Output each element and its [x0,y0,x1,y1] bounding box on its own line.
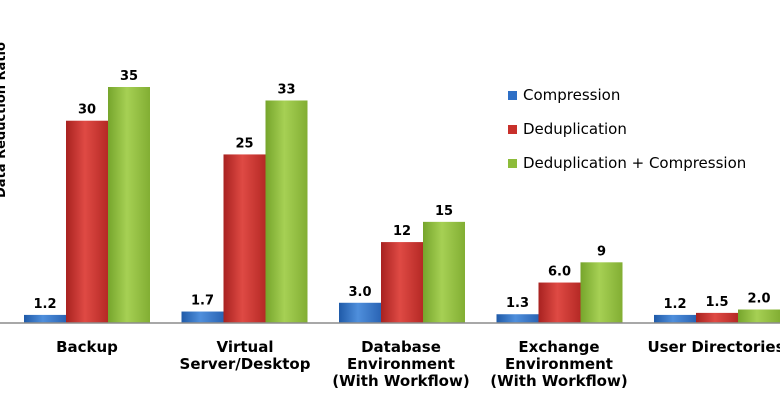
bar-compression [496,314,539,323]
value-label: 1.2 [33,297,56,312]
bar-deduplication [223,154,266,323]
legend-item-dedup-compression: Deduplication + Compression [508,146,746,180]
bar-compression [24,314,66,323]
value-label: 3.0 [348,285,371,300]
bar-deduplication [381,242,423,323]
bar-deduplication [696,312,738,323]
bar-deduplication [538,282,581,323]
bar-dedup-compression [108,87,150,323]
legend-item-compression: Compression [508,78,746,112]
legend-swatch-dedup-compression [508,158,517,168]
value-label: 30 [78,103,96,118]
value-label: 1.7 [191,294,214,309]
bar-compression [339,302,381,323]
value-label: 2.0 [747,292,770,307]
legend: Compression Deduplication Deduplication … [508,78,746,180]
bar-compression [654,314,696,323]
value-label: 9 [597,244,606,259]
category-label-user-directories: User Directories [647,338,780,356]
legend-item-deduplication: Deduplication [508,112,746,146]
category-label-virtual-server: Virtual Server/Desktop [179,338,311,373]
value-label: 33 [277,82,295,97]
category-label-backup: Backup [56,338,118,356]
value-label: 35 [120,69,138,84]
legend-label: Deduplication [523,120,627,138]
value-label: 1.5 [705,295,728,310]
bar-dedup-compression [423,221,465,323]
bar-dedup-compression [738,309,780,323]
legend-swatch-deduplication [508,124,517,134]
value-label: 1.3 [506,296,529,311]
legend-label: Compression [523,86,621,104]
y-axis-label: Data Reduction Ratio [0,42,9,198]
bar-compression [181,311,224,323]
category-label-exchange: Exchange Environment (With Workflow) [490,338,628,390]
bar-dedup-compression [265,100,308,323]
value-label: 25 [235,136,253,151]
value-label: 1.2 [663,297,686,312]
category-label-database: Database Environment (With Workflow) [332,338,470,390]
value-label: 6.0 [548,265,571,280]
value-label: 15 [435,204,453,219]
bar-deduplication [66,120,108,323]
value-label: 12 [393,224,411,239]
legend-label: Deduplication + Compression [523,154,747,172]
legend-swatch-compression [508,90,517,100]
bar-dedup-compression [580,262,623,323]
